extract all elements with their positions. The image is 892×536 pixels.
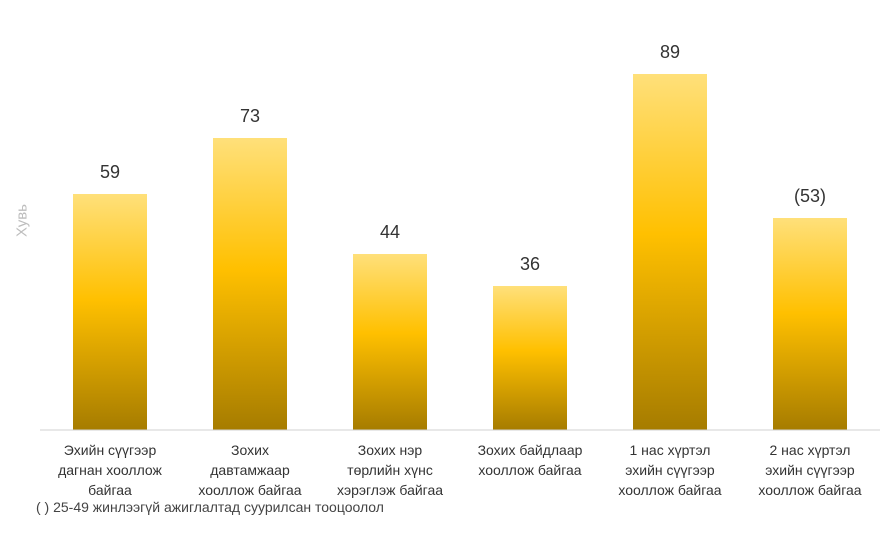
category-label-2: Зохих давтамжаар хооллож байгаа [198, 442, 301, 498]
y-axis-label: Хувь [13, 204, 31, 237]
footnote: ( ) 25-49 жинлээгүй ажиглалтад суурилсан… [36, 499, 384, 515]
bar-4 [493, 286, 567, 430]
bar-6 [773, 218, 847, 430]
category-label-3: Зохих нэр төрлийн хүнс хэрэглэж байгаа [337, 442, 443, 498]
bar-1 [73, 194, 147, 430]
category-label-1: Эхийн сүүгээр дагнан хооллож байгаа [58, 442, 162, 498]
bar-2 [213, 138, 287, 430]
category-label-5: 1 нас хүртэл эхийн сүүгээр хооллож байгаа [618, 442, 721, 498]
data-label-3: 44 [380, 222, 400, 242]
data-label-1: 59 [100, 162, 120, 182]
data-label-4: 36 [520, 254, 540, 274]
data-label-6: (53) [794, 186, 826, 206]
bar-5 [633, 74, 707, 430]
data-label-2: 73 [240, 106, 260, 126]
data-label-5: 89 [660, 42, 680, 62]
bar-3 [353, 254, 427, 430]
category-label-4: Зохих байдлаар хооллож байгаа [478, 442, 583, 478]
category-label-6: 2 нас хүртэл эхийн сүүгээр хооллож байгаа [758, 442, 861, 498]
